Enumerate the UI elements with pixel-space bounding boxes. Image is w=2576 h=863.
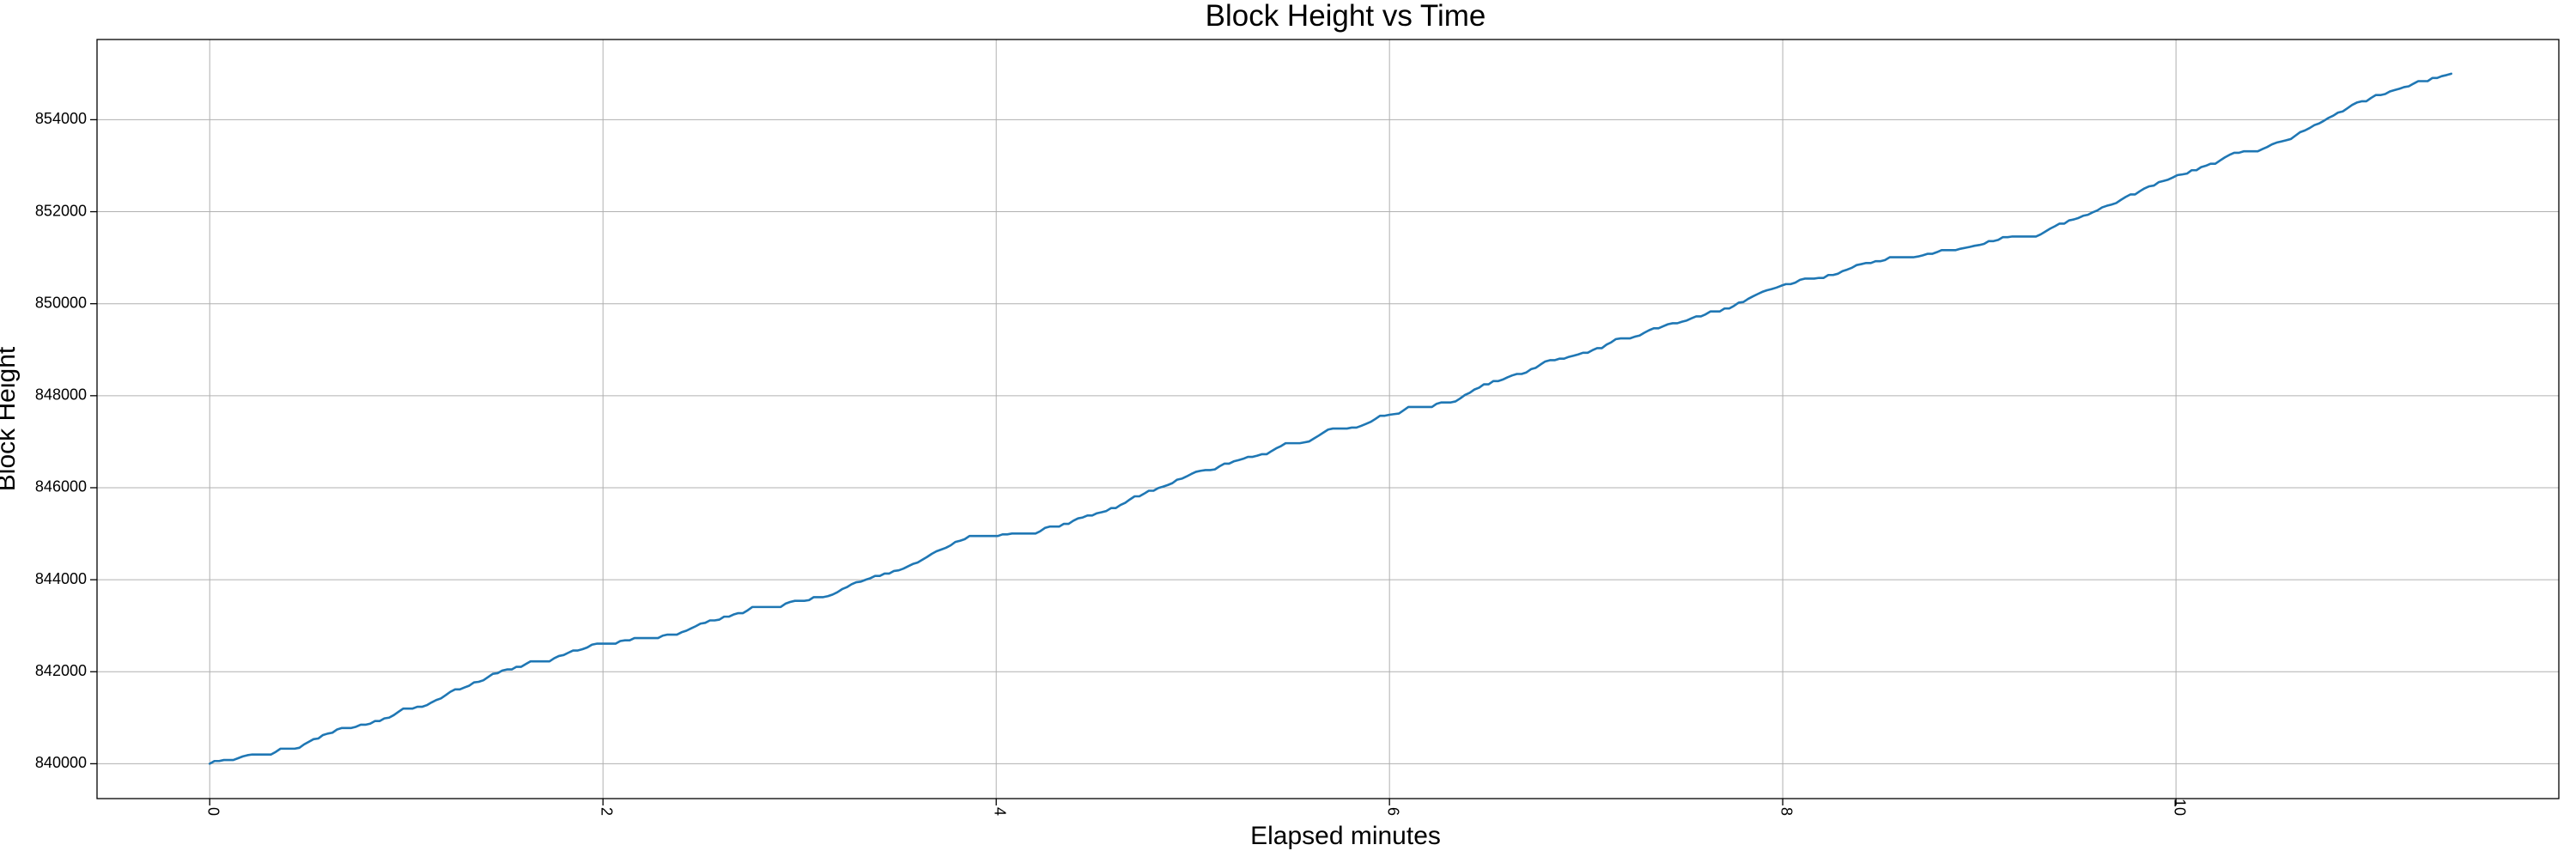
svg-text:Block Height: Block Height bbox=[0, 346, 21, 491]
svg-text:4: 4 bbox=[991, 807, 1008, 816]
svg-text:Elapsed minutes: Elapsed minutes bbox=[1250, 822, 1441, 850]
svg-text:854000: 854000 bbox=[35, 110, 87, 127]
svg-text:6: 6 bbox=[1384, 807, 1401, 816]
svg-text:0: 0 bbox=[204, 807, 222, 816]
svg-text:840000: 840000 bbox=[35, 754, 87, 771]
svg-text:10: 10 bbox=[2171, 799, 2188, 816]
svg-text:850000: 850000 bbox=[35, 294, 87, 311]
svg-text:848000: 848000 bbox=[35, 386, 87, 404]
svg-text:Block Height vs Time: Block Height vs Time bbox=[1206, 0, 1486, 33]
svg-text:8: 8 bbox=[1777, 807, 1795, 816]
svg-text:2: 2 bbox=[598, 807, 615, 816]
svg-text:846000: 846000 bbox=[35, 478, 87, 495]
svg-text:842000: 842000 bbox=[35, 662, 87, 679]
svg-text:852000: 852000 bbox=[35, 202, 87, 219]
svg-text:844000: 844000 bbox=[35, 570, 87, 587]
